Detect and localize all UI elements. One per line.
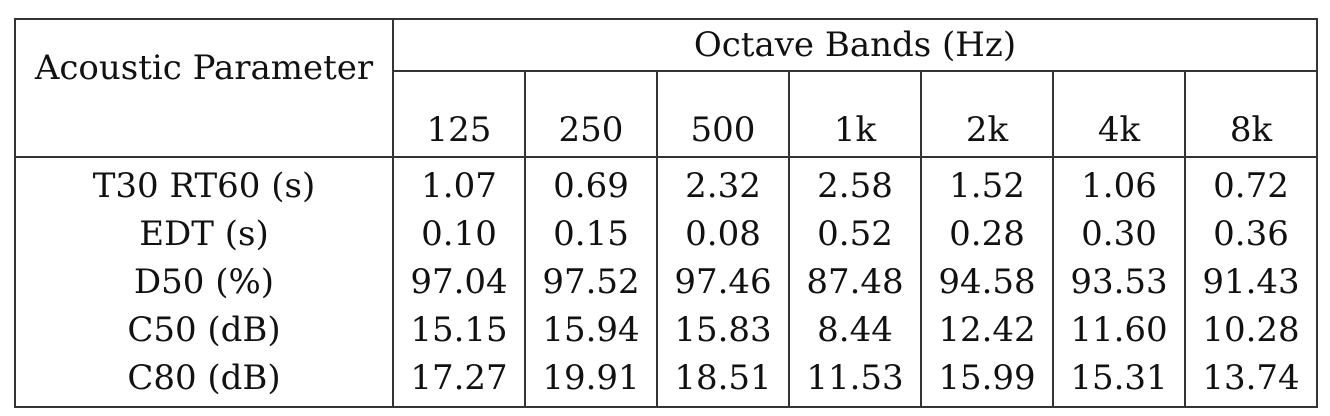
table-cell: 11.60	[1052, 306, 1185, 354]
table-cell: 13.74	[1184, 354, 1317, 407]
row-label: C80 (dB)	[127, 358, 281, 398]
table-cell: 94.58	[920, 258, 1053, 306]
table-cell: 97.04	[392, 258, 525, 306]
table-cell: 15.94	[524, 306, 657, 354]
row-label: T30 RT60 (s)	[92, 166, 316, 206]
table-cell: 0.36	[1184, 210, 1317, 258]
table-cell: 15.99	[920, 354, 1053, 407]
table-row: C50 (dB) 15.15 15.94 15.83 8.44 12.42 11…	[15, 306, 1317, 354]
table-cell: 0.52	[788, 210, 921, 258]
table-cell: 0.28	[920, 210, 1053, 258]
table-cell: 1.07	[392, 157, 525, 210]
table-cell: 0.10	[392, 210, 525, 258]
table-cell: 18.51	[656, 354, 789, 407]
table-cell: 0.15	[524, 210, 657, 258]
table-cell: 97.52	[524, 258, 657, 306]
table-cell: 15.15	[392, 306, 525, 354]
band-header: 500	[656, 71, 789, 158]
table-cell: 93.53	[1052, 258, 1185, 306]
band-header: 1k	[788, 71, 921, 158]
table-cell: 15.83	[656, 306, 789, 354]
row-label: D50 (%)	[133, 262, 275, 302]
table-cell: 2.32	[656, 157, 789, 210]
table-container: Acoustic Parameter Octave Bands (Hz) 125…	[14, 18, 1318, 408]
band-header: 125	[392, 71, 525, 158]
table-cell: 1.06	[1052, 157, 1185, 210]
parameter-column-header: Acoustic Parameter	[15, 19, 393, 158]
row-label: EDT (s)	[139, 214, 269, 254]
table-row: EDT (s) 0.10 0.15 0.08 0.52 0.28 0.30 0.…	[15, 210, 1317, 258]
row-label: C50 (dB)	[127, 310, 281, 350]
band-header: 250	[524, 71, 657, 158]
octave-bands-group-header: Octave Bands (Hz)	[392, 19, 1317, 72]
table-row: T30 RT60 (s) 1.07 0.69 2.32 2.58 1.52 1.…	[15, 157, 1317, 210]
table-cell: 97.46	[656, 258, 789, 306]
band-header: 4k	[1052, 71, 1185, 158]
table-row: C80 (dB) 17.27 19.91 18.51 11.53 15.99 1…	[15, 354, 1317, 407]
table-cell: 0.08	[656, 210, 789, 258]
acoustic-parameters-table: Acoustic Parameter Octave Bands (Hz) 125…	[14, 18, 1318, 408]
table-cell: 1.52	[920, 157, 1053, 210]
table-cell: 0.30	[1052, 210, 1185, 258]
table-cell: 17.27	[392, 354, 525, 407]
table-cell: 87.48	[788, 258, 921, 306]
table-cell: 8.44	[788, 306, 921, 354]
table-cell: 15.31	[1052, 354, 1185, 407]
table-cell: 0.69	[524, 157, 657, 210]
table-cell: 0.72	[1184, 157, 1317, 210]
table-cell: 19.91	[524, 354, 657, 407]
table-cell: 10.28	[1184, 306, 1317, 354]
table-cell: 11.53	[788, 354, 921, 407]
band-header: 8k	[1184, 71, 1317, 158]
table-cell: 12.42	[920, 306, 1053, 354]
table-row: D50 (%) 97.04 97.52 97.46 87.48 94.58 93…	[15, 258, 1317, 306]
band-header: 2k	[920, 71, 1053, 158]
table-cell: 91.43	[1184, 258, 1317, 306]
table-cell: 2.58	[788, 157, 921, 210]
